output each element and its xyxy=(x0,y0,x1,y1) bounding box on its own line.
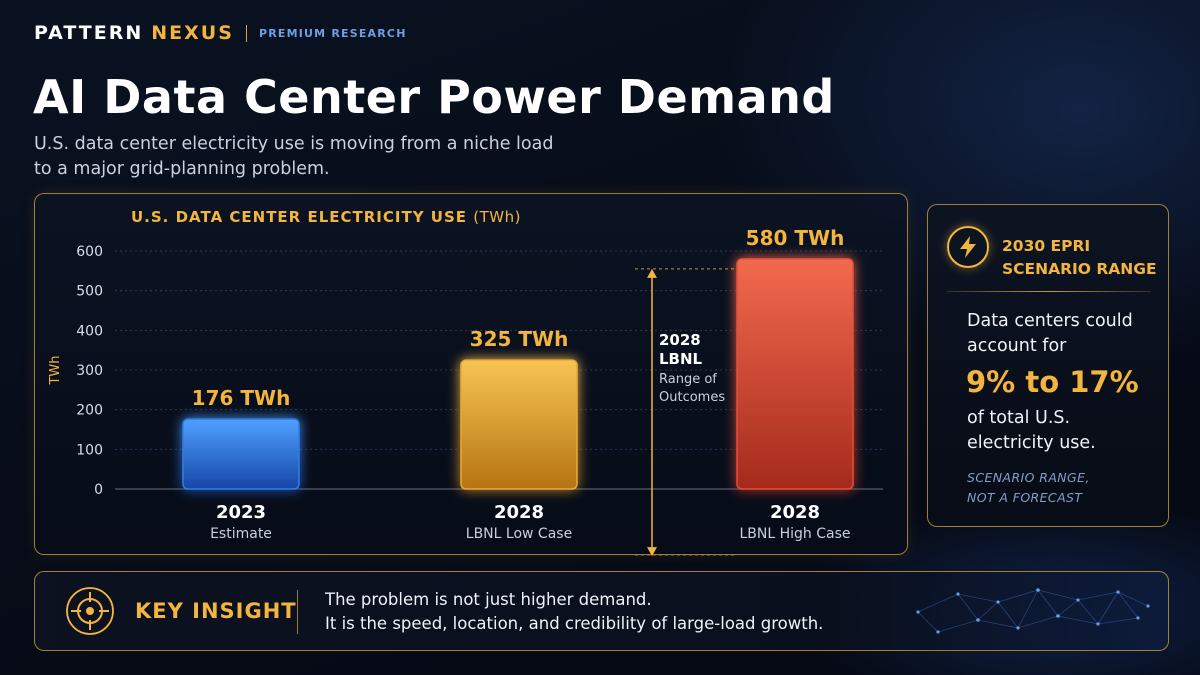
data-label-2: 580 TWh xyxy=(746,226,845,250)
bar-2 xyxy=(736,258,854,490)
insight-separator xyxy=(297,590,298,634)
y-tick-label: 200 xyxy=(76,403,103,419)
side-highlight-range: 9% to 17% xyxy=(966,365,1139,399)
brand-name-part1: PATTERN xyxy=(34,22,144,44)
key-insight-bar: KEY INSIGHT The problem is not just high… xyxy=(34,571,1169,651)
chart-panel: U.S. DATA CENTER ELECTRICITY USE (TWh) 0… xyxy=(34,193,908,556)
subtitle-line-2: to a major grid-planning problem. xyxy=(34,159,330,179)
y-tick-label: 0 xyxy=(94,482,103,498)
key-insight-text: The problem is not just higher demand. I… xyxy=(325,588,823,636)
range-label-line-1: 2028 xyxy=(659,331,701,349)
subtitle-line-1: U.S. data center electricity use is movi… xyxy=(34,134,554,154)
chart-title: U.S. DATA CENTER ELECTRICITY USE (TWh) xyxy=(131,208,521,226)
y-tick-label: 400 xyxy=(76,323,103,339)
range-label-line-2: LBNL xyxy=(659,350,703,368)
y-tick-label: 300 xyxy=(76,363,103,379)
category-sublabel-2: LBNL High Case xyxy=(739,526,850,542)
side-heading-line-2: SCENARIO RANGE xyxy=(1002,260,1157,278)
category-sublabel-0: Estimate xyxy=(210,526,272,542)
side-divider xyxy=(947,291,1151,292)
range-arrow-down xyxy=(647,547,657,556)
data-label-1: 325 TWh xyxy=(470,327,569,351)
side-text-line-4: electricity use. xyxy=(967,433,1096,453)
bar-0 xyxy=(182,418,300,490)
side-text-line-1: Data centers could xyxy=(967,311,1133,331)
page-subtitle: U.S. data center electricity use is movi… xyxy=(34,132,634,182)
bar-1 xyxy=(460,359,578,490)
y-axis-label: TWh xyxy=(48,355,63,385)
side-heading-line-1: 2030 EPRI xyxy=(1002,237,1091,255)
page-title: AI Data Center Power Demand xyxy=(33,70,835,124)
y-tick-label: 500 xyxy=(76,284,103,300)
data-label-0: 176 TWh xyxy=(192,386,291,410)
category-label-0: 2023 xyxy=(216,502,266,523)
key-insight-label: KEY INSIGHT xyxy=(135,599,297,623)
side-note: SCENARIO RANGE, NOT A FORECAST xyxy=(967,468,1090,508)
epri-scenario-panel: 2030 EPRI SCENARIO RANGE Data centers co… xyxy=(927,204,1169,527)
side-text-line-2: account for xyxy=(967,336,1067,356)
category-sublabel-1: LBNL Low Case xyxy=(466,526,572,542)
chart-title-text: U.S. DATA CENTER ELECTRICITY USE xyxy=(131,208,468,226)
side-heading: 2030 EPRI SCENARIO RANGE xyxy=(1002,235,1157,281)
brand-tagline: PREMIUM RESEARCH xyxy=(258,26,407,40)
insight-line-2: It is the speed, location, and credibili… xyxy=(325,614,824,633)
y-tick-label: 100 xyxy=(76,442,103,458)
y-tick-label: 600 xyxy=(76,244,103,260)
brand-name-part2: NEXUS xyxy=(151,22,234,44)
range-label-line-4: Outcomes xyxy=(659,390,725,405)
category-label-2: 2028 xyxy=(770,502,820,523)
brand-logo: PATTERN NEXUS PREMIUM RESEARCH xyxy=(34,20,407,46)
category-label-1: 2028 xyxy=(494,502,544,523)
side-text-line-3: of total U.S. xyxy=(967,408,1071,428)
side-note-line-1: SCENARIO RANGE, xyxy=(967,470,1090,485)
insight-line-1: The problem is not just higher demand. xyxy=(325,590,652,609)
side-note-line-2: NOT A FORECAST xyxy=(967,490,1083,505)
range-arrow-up xyxy=(647,268,657,278)
network-map-icon xyxy=(916,588,1150,634)
bar-chart: 0 100 200 300 400 500 600 TWh 176 TWh 2023 Estimat… xyxy=(48,226,883,556)
chart-title-unit: (TWh) xyxy=(473,208,521,226)
range-label-line-3: Range of xyxy=(659,372,717,387)
target-icon xyxy=(66,587,114,635)
lightning-bolt-icon xyxy=(947,226,989,268)
brand-separator xyxy=(245,24,247,42)
